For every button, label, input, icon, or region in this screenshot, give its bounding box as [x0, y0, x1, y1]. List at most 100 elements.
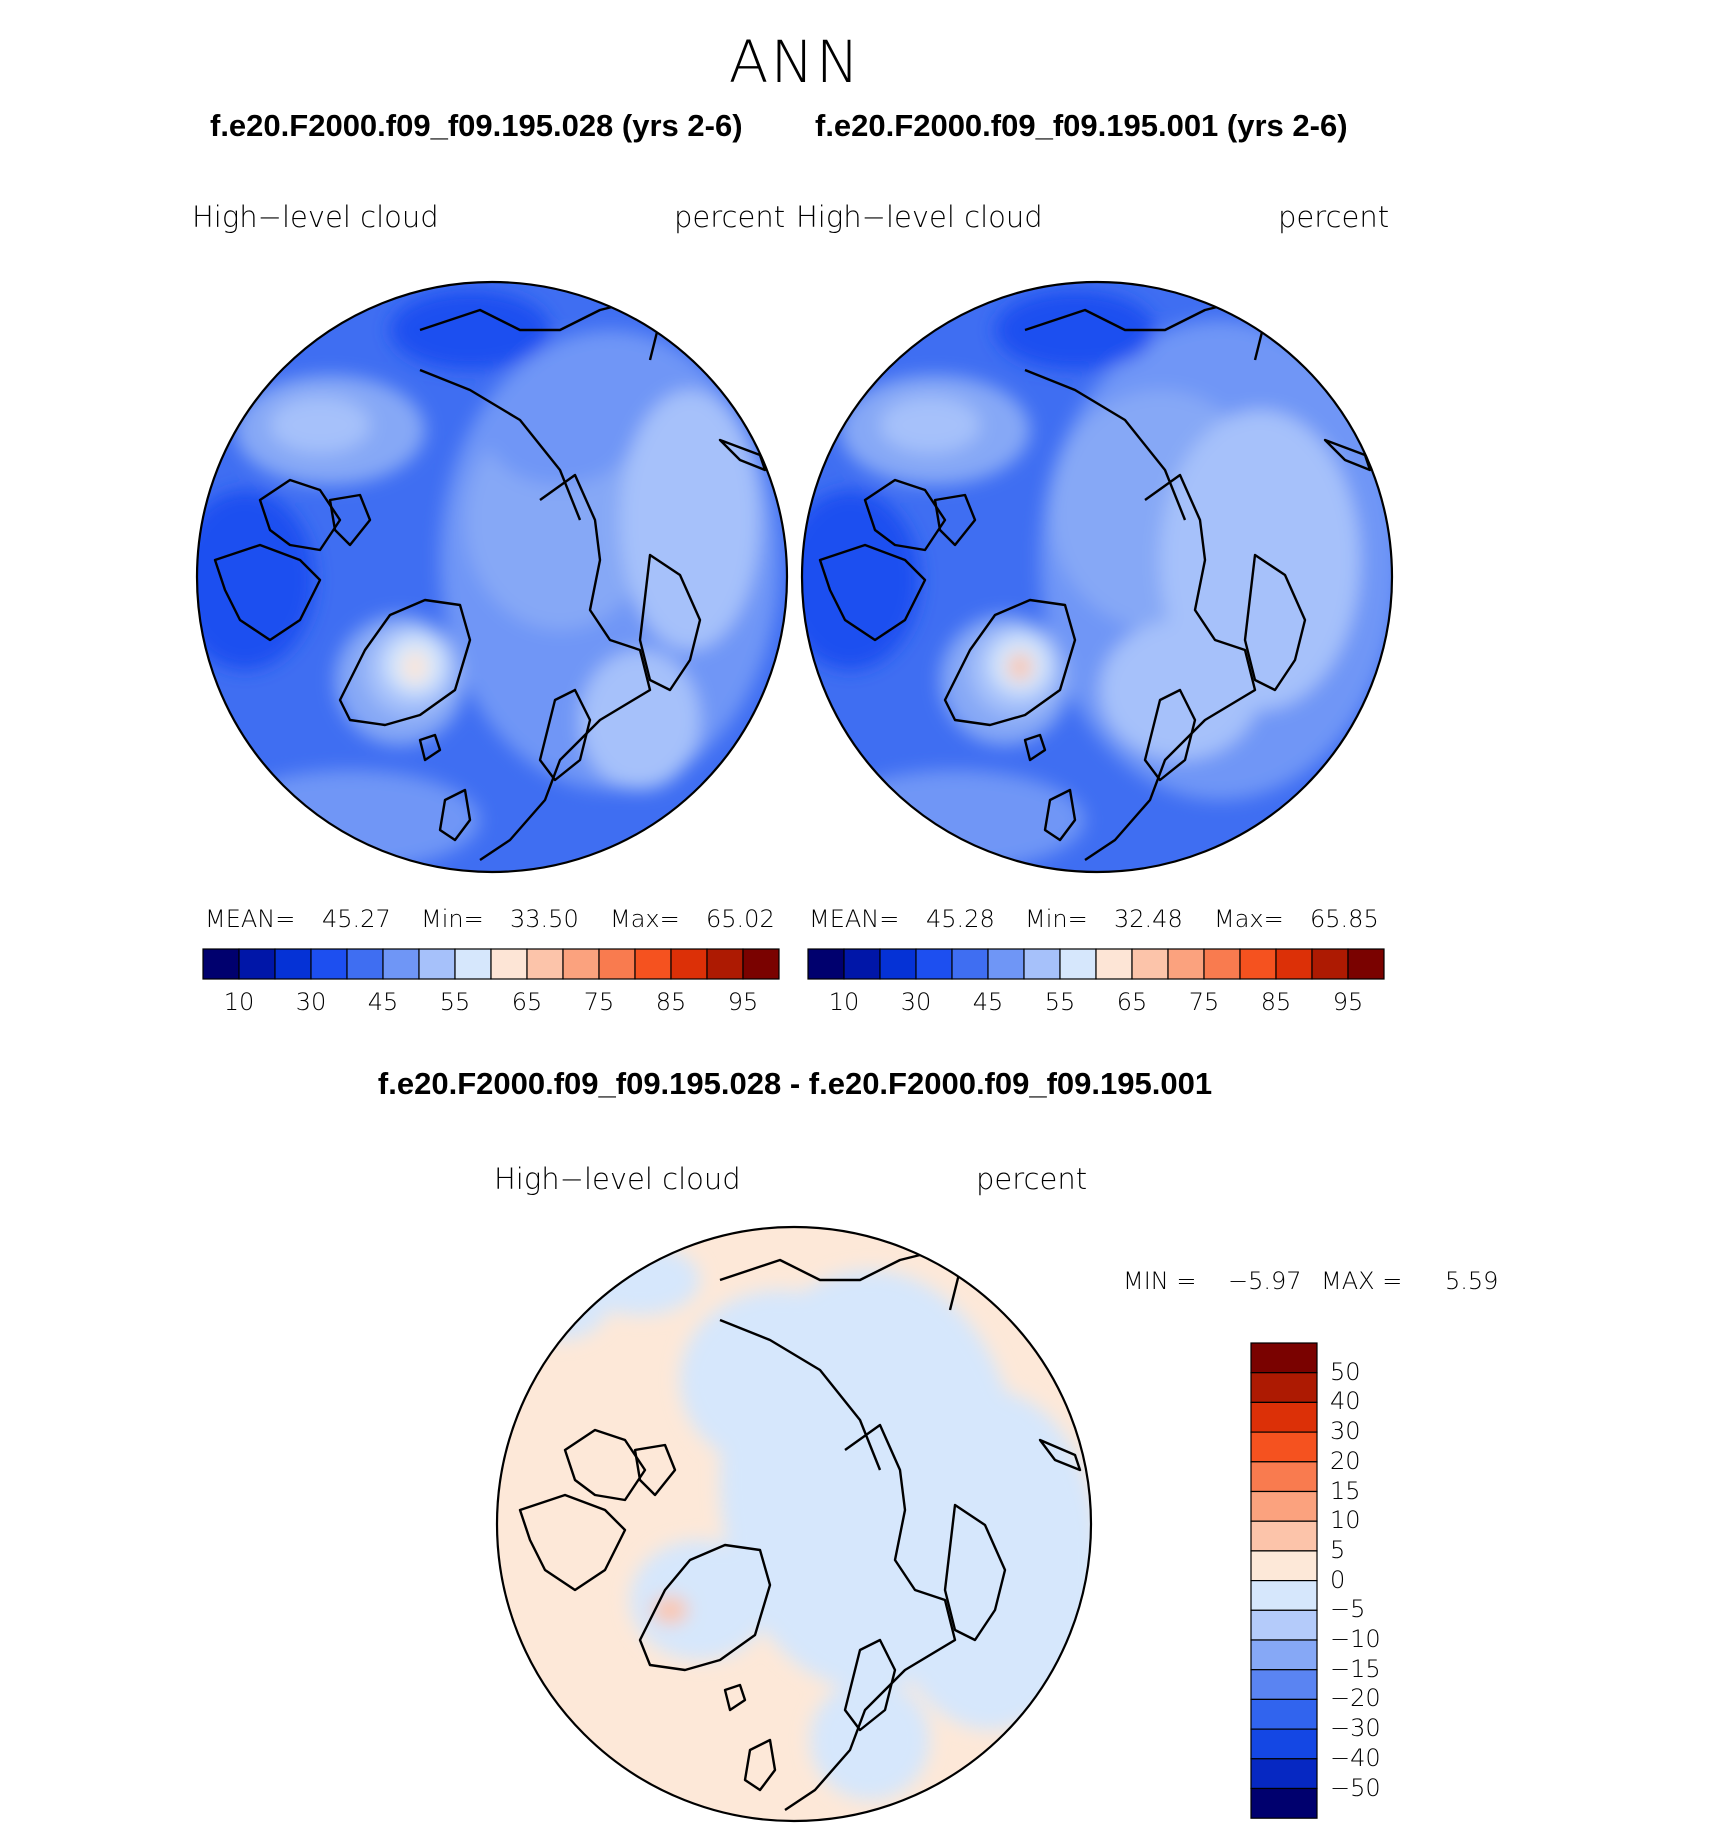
difference-polar-map	[497, 1227, 1091, 1821]
panel-right-colorbar-tick-label: 10	[828, 988, 860, 1016]
difference-colorbar-box	[1250, 1698, 1318, 1730]
panel-left-colorbar-box	[346, 948, 384, 980]
difference-colorbar-box	[1250, 1372, 1318, 1403]
panel-left-map-border	[195, 280, 789, 874]
panel-left-colorbar-box	[526, 948, 564, 980]
panel-right-colorbar-box	[1275, 948, 1313, 980]
panel-left-max-value: 65.02	[706, 905, 775, 933]
panel-left-colorbar-tick-label: 75	[583, 988, 615, 1016]
panel-right-min-value: 32.48	[1114, 905, 1183, 933]
panel-right-colorbar-box	[1059, 948, 1097, 980]
difference-colorbar	[1250, 1342, 1318, 1819]
panel-left-colorbar-tick-label: 45	[367, 988, 399, 1016]
panel-left-colorbar-box	[274, 948, 312, 980]
panel-left-colorbar-tick-label: 30	[295, 988, 327, 1016]
panel-right-colorbar-box	[915, 948, 953, 980]
difference-colorbar-box	[1250, 1669, 1318, 1700]
panel-right-colorbar-tick-label: 45	[972, 988, 1004, 1016]
difference-units-label: percent	[976, 1162, 1088, 1196]
panel-left-case-title: f.e20.F2000.f09_f09.195.028 (yrs 2-6)	[210, 108, 743, 143]
difference-min-value: −5.97	[1228, 1267, 1302, 1295]
difference-title: f.e20.F2000.f09_f09.195.028 - f.e20.F200…	[377, 1066, 1213, 1101]
difference-colorbar-box	[1250, 1461, 1318, 1493]
panel-right-min-label: Min=	[1025, 905, 1088, 933]
panel-right-colorbar-box	[1167, 948, 1205, 980]
panel-left-mean-value: 45.27	[322, 905, 391, 933]
panel-left-field-label: High−level cloud	[192, 200, 439, 234]
page-title: ANN	[728, 28, 862, 96]
panel-left-colorbar-tick-label: 55	[439, 988, 471, 1016]
panel-right-colorbar-tick-label: 55	[1044, 988, 1076, 1016]
difference-colorbar-tick-label: −20	[1330, 1684, 1381, 1713]
difference-colorbar-tick-label: 0	[1330, 1565, 1346, 1594]
panel-left-colorbar-box	[238, 948, 276, 980]
difference-colorbar-tick-label: −15	[1330, 1654, 1381, 1683]
panel-right-colorbar-box	[807, 948, 845, 980]
panel-left-colorbar-box	[742, 948, 780, 980]
panel-right-max-value: 65.85	[1310, 905, 1379, 933]
panel-right-colorbar-tick-label: 30	[900, 988, 932, 1016]
panel-left-colorbar-box	[490, 948, 528, 980]
panel-left-min-label: Min=	[421, 905, 484, 933]
panel-left-colorbar-box	[670, 948, 708, 980]
panel-left-colorbar-box	[202, 948, 240, 980]
panel-left-colorbar-box	[310, 948, 348, 980]
panel-right-colorbar-tick-label: 95	[1332, 988, 1364, 1016]
difference-max-value: 5.59	[1445, 1267, 1499, 1295]
difference-colorbar-box	[1250, 1787, 1318, 1819]
difference-field-label: High−level cloud	[494, 1162, 741, 1196]
difference-colorbar-tick-label: 30	[1330, 1417, 1361, 1446]
difference-max-label: MAX =	[1321, 1267, 1403, 1295]
panel-right-colorbar-box	[987, 948, 1025, 980]
difference-colorbar-tick-label: 50	[1330, 1357, 1361, 1386]
panel-right-colorbar-box	[1311, 948, 1349, 980]
difference-colorbar-box	[1250, 1728, 1318, 1760]
panel-right-colorbar-box	[843, 948, 881, 980]
panel-left-min-value: 33.50	[510, 905, 579, 933]
difference-colorbar-tick-label: 10	[1330, 1506, 1361, 1535]
panel-right-max-label: Max=	[1214, 905, 1284, 933]
panel-right-colorbar-box	[1095, 948, 1133, 980]
panel-left-colorbar-box	[418, 948, 456, 980]
difference-colorbar-box	[1250, 1490, 1318, 1522]
panel-right-mean-label: MEAN=	[809, 905, 900, 933]
panel-right-colorbar-box	[951, 948, 989, 980]
panel-right-colorbar-tick-label: 85	[1260, 988, 1292, 1016]
panel-left-colorbar-box	[634, 948, 672, 980]
difference-colorbar-tick-label: −30	[1330, 1714, 1381, 1743]
panel-left-colorbar-tick-label: 95	[727, 988, 759, 1016]
panel-left-colorbar-tick-label: 10	[223, 988, 255, 1016]
difference-colorbar-tick-label: −40	[1330, 1743, 1381, 1772]
panel-left-colorbar-box	[382, 948, 420, 980]
panel-right-field-label: High−level cloud	[796, 200, 1043, 234]
panel-right-case-title: f.e20.F2000.f09_f09.195.001 (yrs 2-6)	[815, 108, 1348, 143]
panel-left-units-label: percent	[674, 200, 786, 234]
panel-left-colorbar-box	[562, 948, 600, 980]
panel-right-units-label: percent	[1278, 200, 1390, 234]
difference-map-border	[495, 1225, 1093, 1823]
panel-right-colorbar-tick-label: 65	[1116, 988, 1148, 1016]
difference-colorbar-box	[1250, 1520, 1318, 1552]
panel-left-polar-map	[197, 282, 787, 872]
panel-right-map-border	[800, 280, 1394, 874]
difference-colorbar-tick-label: 20	[1330, 1446, 1361, 1475]
difference-colorbar-box	[1250, 1609, 1318, 1641]
panel-right-colorbar-box	[1023, 948, 1061, 980]
panel-right-colorbar-box	[1131, 948, 1169, 980]
panel-left-max-label: Max=	[610, 905, 680, 933]
panel-right-polar-map	[802, 282, 1392, 872]
panel-left-colorbar-box	[706, 948, 744, 980]
panel-left-mean-label: MEAN=	[205, 905, 296, 933]
panel-right-colorbar-box	[1203, 948, 1241, 980]
difference-colorbar-box	[1250, 1342, 1318, 1374]
panel-right-colorbar-box	[879, 948, 917, 980]
panel-left-colorbar-tick-label: 85	[655, 988, 687, 1016]
difference-colorbar-box	[1250, 1579, 1318, 1611]
difference-colorbar-tick-label: −50	[1330, 1773, 1381, 1802]
difference-colorbar-tick-label: −10	[1330, 1625, 1381, 1653]
panel-left-colorbar-tick-label: 65	[511, 988, 543, 1016]
panel-right-colorbar-box	[1347, 948, 1385, 980]
difference-colorbar-box	[1250, 1639, 1318, 1671]
panel-right-colorbar	[807, 948, 1385, 980]
